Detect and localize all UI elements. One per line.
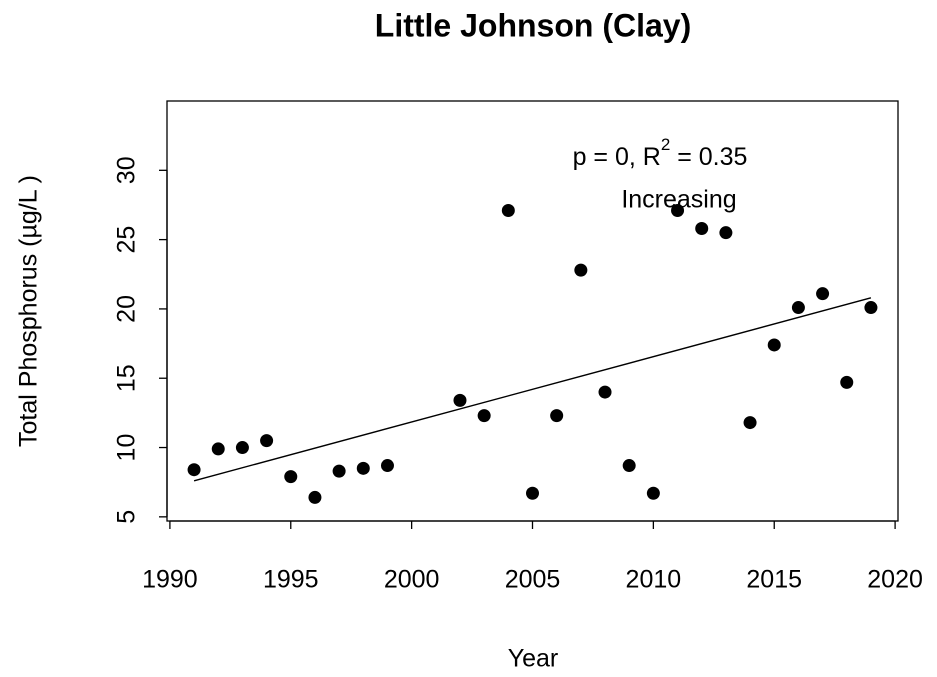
annotation-text: = 0.35 bbox=[670, 143, 747, 171]
y-tick-label: 5 bbox=[113, 510, 141, 524]
x-axis-label: Year bbox=[508, 645, 559, 673]
y-tick-label: 10 bbox=[113, 434, 141, 462]
y-tick-label: 25 bbox=[113, 226, 141, 254]
point bbox=[646, 486, 660, 500]
point bbox=[816, 287, 830, 301]
point bbox=[574, 263, 588, 277]
point bbox=[260, 434, 274, 448]
x-tick-label: 2010 bbox=[626, 566, 682, 594]
point bbox=[598, 385, 612, 399]
point bbox=[453, 393, 467, 407]
x-tick-label: 1995 bbox=[263, 566, 319, 594]
point bbox=[719, 226, 733, 240]
point bbox=[840, 375, 854, 389]
point bbox=[235, 441, 249, 455]
point bbox=[284, 470, 298, 484]
annotation-text: p = 0, R bbox=[573, 143, 661, 171]
point bbox=[671, 204, 685, 218]
annotation-superscript: 2 bbox=[661, 135, 670, 154]
chart-title: Little Johnson (Clay) bbox=[375, 7, 691, 43]
y-tick-label: 15 bbox=[113, 364, 141, 392]
x-tick-label: 2005 bbox=[505, 566, 561, 594]
point bbox=[767, 338, 781, 352]
point bbox=[501, 204, 515, 218]
point bbox=[695, 222, 709, 236]
point bbox=[356, 461, 370, 475]
point bbox=[187, 463, 201, 477]
point bbox=[743, 416, 757, 430]
x-tick-label: 1990 bbox=[142, 566, 198, 594]
y-tick-label: 20 bbox=[113, 295, 141, 323]
point bbox=[308, 490, 322, 504]
trend-line bbox=[193, 297, 872, 482]
point bbox=[864, 301, 878, 315]
point bbox=[380, 459, 394, 473]
point bbox=[791, 301, 805, 315]
annotation: p = 0, R2 = 0.35 bbox=[573, 135, 748, 170]
x-tick-label: 2020 bbox=[867, 566, 923, 594]
point bbox=[332, 464, 346, 478]
point bbox=[477, 409, 491, 423]
point bbox=[550, 409, 564, 423]
y-axis-label: Total Phosphorus (µg/L ) bbox=[15, 175, 43, 447]
y-tick-label: 30 bbox=[113, 156, 141, 184]
x-tick-label: 2000 bbox=[384, 566, 440, 594]
point bbox=[526, 486, 539, 500]
point bbox=[211, 442, 225, 456]
point bbox=[622, 459, 636, 473]
x-tick-label: 2015 bbox=[746, 566, 802, 594]
